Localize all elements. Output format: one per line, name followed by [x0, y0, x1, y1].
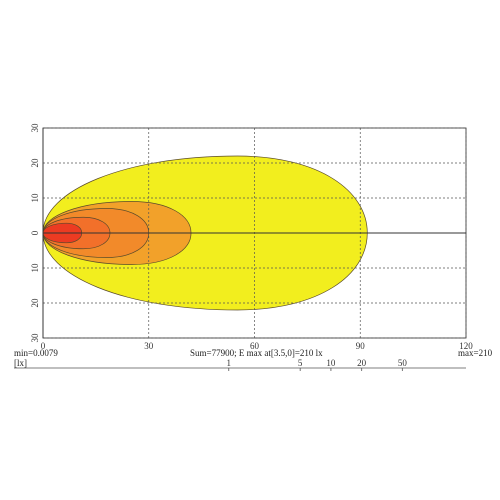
y-tick-label-6: 30	[30, 333, 40, 343]
x-tick-label-3: 90	[356, 341, 366, 351]
x-tick-label-0: 0	[41, 341, 46, 351]
x-tick-label-2: 60	[250, 341, 260, 351]
x-tick-label-1: 30	[144, 341, 154, 351]
axis-layer	[42, 127, 467, 339]
summary-label: Sum=77900; E max at[3.5,0]=210 lx	[190, 348, 323, 358]
scale-unit-label: [lx]	[14, 358, 27, 368]
scale-tick-label-4: 50	[398, 358, 408, 368]
y-tick-label-3: 0	[30, 230, 40, 235]
y-tick-label-0: 30	[30, 123, 40, 133]
y-tick-label-1: 20	[30, 158, 40, 168]
y-tick-label-2: 10	[30, 193, 40, 203]
scale-layer: 1 5 10 20 50	[227, 358, 408, 371]
max-label: max=210	[458, 348, 493, 358]
scale-tick-label-3: 20	[357, 358, 367, 368]
min-label: min=0.0079	[14, 348, 58, 358]
y-tick-label-4: 10	[30, 263, 40, 273]
scale-tick-label-2: 10	[326, 358, 336, 368]
x-tick-label-4: 120	[459, 341, 473, 351]
y-tick-label-5: 20	[30, 298, 40, 308]
scale-tick-label-1: 5	[298, 358, 303, 368]
scale-tick-label-0: 1	[227, 358, 232, 368]
